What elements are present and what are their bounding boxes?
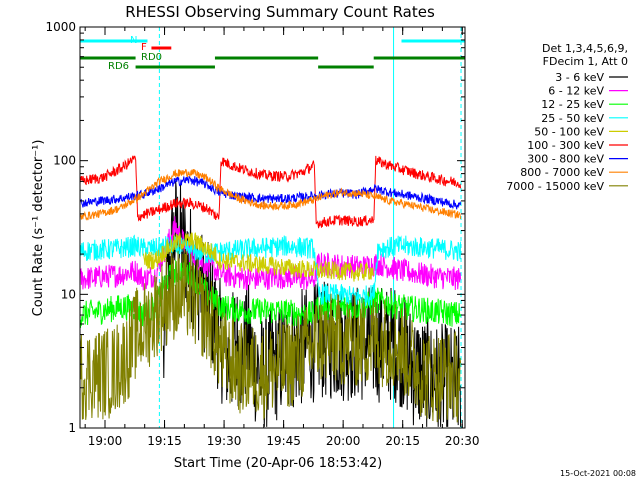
y-tick-label: 10 (61, 287, 76, 301)
flag-label-n: N (130, 35, 137, 46)
x-tick-label: 19:45 (266, 434, 301, 448)
x-axis-label: Start Time (20-Apr-06 18:53:42) (174, 456, 382, 471)
legend-header-line-2: FDecim 1, Att 0 (543, 55, 628, 68)
series-25to50keV-line (79, 234, 462, 308)
x-tick-label: 20:30 (445, 434, 480, 448)
x-tick-label: 20:00 (326, 434, 361, 448)
x-tick-label: 19:00 (88, 434, 123, 448)
legend-entry-label: 12 - 25 keV (541, 98, 604, 111)
legend-entry-label: 800 - 7000 keV (520, 166, 604, 179)
y-axis-label: Count Rate (s⁻¹ detector⁻¹) (31, 140, 46, 317)
y-tick-label: 100 (53, 154, 76, 168)
x-tick-label: 20:15 (385, 434, 420, 448)
legend-entry-label: 100 - 300 keV (527, 139, 604, 152)
axes: 19:00 19:15 19:30 19:45 20:00 20:15 20:30 1 10 10… (45, 20, 479, 448)
legend-entry-label: 300 - 800 keV (527, 153, 604, 166)
flag-label-f: F (141, 42, 147, 53)
legend-header-line-1: Det 1,3,4,5,6,9, (542, 42, 628, 55)
series-800to7000keV-line (79, 168, 462, 222)
x-tick-label: 19:15 (147, 434, 182, 448)
legend-entry-label: 25 - 50 keV (541, 112, 604, 125)
series-7000to15000keV-line (79, 248, 462, 423)
legend-entry-label: 3 - 6 keV (555, 71, 604, 84)
legend-entry-label: 50 - 100 keV (534, 125, 604, 138)
series-6to12keV-line (79, 216, 462, 291)
y-tick-label: 1 (68, 421, 76, 435)
series-12to25keV-line (79, 259, 462, 328)
legend-entry-label: 6 - 12 keV (548, 85, 604, 98)
flag-label-rd0: RD0 (141, 52, 162, 63)
footer-date: 15-Oct-2021 00:08 (560, 469, 636, 478)
plot-frame (79, 26, 466, 429)
flag-label-rd6: RD6 (108, 61, 129, 72)
x-tick-label: 19:30 (207, 434, 242, 448)
series-100to300keV-line (79, 155, 462, 229)
chart-title: RHESSI Observing Summary Count Rates (125, 3, 435, 21)
y-tick-label: 1000 (45, 20, 76, 34)
series-50to100keV-line (143, 232, 375, 282)
legend-entry-label: 7000 - 15000 keV (506, 180, 604, 193)
